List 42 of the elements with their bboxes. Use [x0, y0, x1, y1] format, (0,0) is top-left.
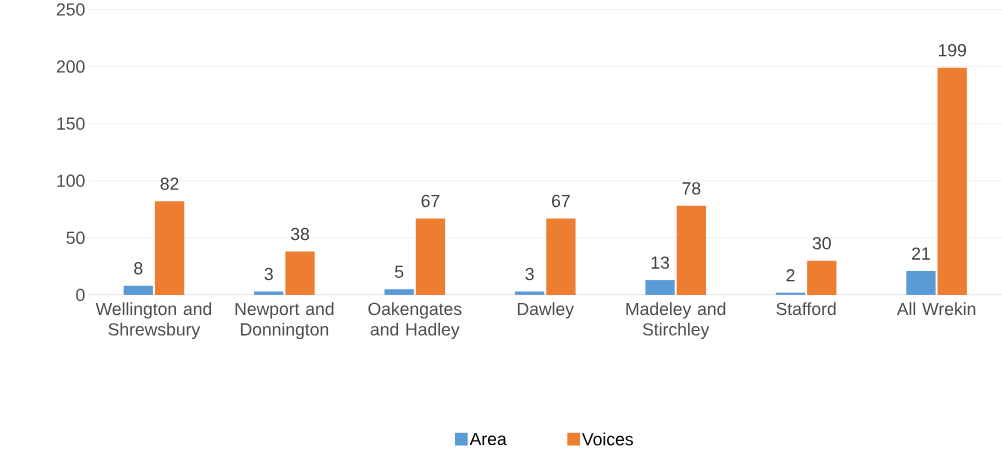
- x-tick-label: Stafford: [776, 302, 836, 315]
- x-tick-label: Dawley: [517, 302, 574, 319]
- legend-label: Area: [469, 432, 507, 445]
- data-label: 13: [651, 256, 670, 269]
- x-tick-label: Madeley and Stirchley: [626, 302, 726, 339]
- bar: [807, 260, 837, 295]
- bar: [254, 291, 284, 295]
- y-tick-label: 0: [76, 288, 85, 301]
- bar: [937, 67, 967, 295]
- data-label: 5: [395, 265, 404, 278]
- data-label: 3: [264, 267, 273, 280]
- data-label: 21: [912, 247, 930, 260]
- x-tick-label: Wellington and Shrewsbury: [95, 302, 212, 339]
- bar: [645, 279, 675, 295]
- y-tick-label: 250: [56, 3, 85, 16]
- x-tick-label: Newport and Donnington: [235, 302, 334, 339]
- data-label: 2: [786, 268, 795, 282]
- x-tick-label: All Wrekin: [896, 302, 976, 315]
- data-label: 30: [812, 236, 831, 250]
- y-tick-label: 50: [66, 231, 85, 244]
- data-label: 67: [421, 194, 440, 207]
- data-label: 82: [160, 177, 179, 190]
- legend-label: Voices: [582, 432, 633, 446]
- y-tick-label: 200: [56, 60, 85, 73]
- bar: [415, 218, 446, 295]
- bar: [546, 218, 576, 295]
- x-tick-label: Oakengates and Hadley: [368, 302, 462, 339]
- data-label: 8: [134, 261, 143, 275]
- bar: [123, 285, 153, 295]
- data-label: 78: [682, 181, 701, 195]
- bar: [676, 205, 707, 295]
- bar: [154, 201, 185, 295]
- data-label: 3: [525, 267, 534, 280]
- data-label: 67: [552, 194, 570, 207]
- bar: [906, 270, 936, 295]
- data-label: 199: [938, 43, 967, 57]
- data-label: 38: [290, 227, 310, 241]
- y-tick-label: 100: [57, 174, 85, 187]
- bar: [285, 251, 315, 295]
- bar: [384, 288, 414, 295]
- y-tick-label: 150: [57, 117, 85, 130]
- bar: [514, 291, 545, 295]
